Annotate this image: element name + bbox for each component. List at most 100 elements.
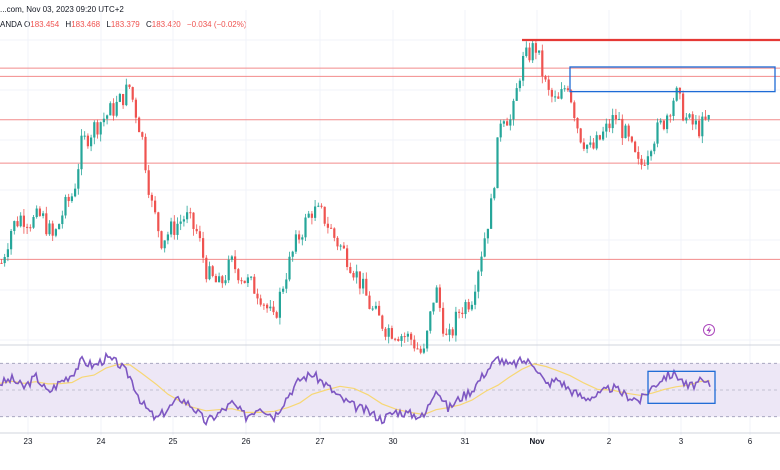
candle-body-184	[589, 142, 592, 145]
candle-body-39	[125, 84, 128, 106]
candle-body-62	[198, 231, 201, 239]
candle-body-156	[499, 123, 502, 138]
candle-body-115	[368, 295, 371, 309]
resistance-zone-box	[569, 66, 776, 93]
drawing-objects[interactable]	[522, 38, 780, 93]
candle-body-169	[541, 50, 544, 77]
candle-body-141	[451, 329, 454, 336]
candle-body-60	[192, 212, 195, 229]
candle-body-29	[93, 122, 96, 138]
candle-body-67	[214, 275, 217, 283]
candle-body-66	[211, 266, 214, 276]
candle-body-116	[371, 308, 374, 310]
x-axis: 23 24 25 26 27 30 31 Nov 2 3 6	[0, 432, 780, 446]
candle-body-83	[266, 304, 269, 309]
candle-body-179	[573, 102, 576, 118]
candle-body-59	[189, 212, 192, 214]
candle-body-117	[374, 305, 377, 309]
candle-body-215	[688, 114, 691, 118]
candle-body-183	[586, 144, 589, 149]
x-tick-label-6: 31	[461, 437, 470, 446]
candle-body-148	[474, 291, 477, 305]
candle-body-133	[426, 330, 429, 349]
candle-body-95	[304, 217, 307, 238]
candle-body-158	[506, 121, 509, 126]
candle-body-9	[29, 227, 32, 229]
candle-body-155	[496, 137, 499, 189]
candle-body-6	[19, 215, 22, 227]
candle-body-153	[490, 198, 493, 229]
candle-body-100	[320, 205, 323, 207]
candle-body-149	[477, 271, 480, 292]
candle-body-16	[51, 223, 54, 236]
candle-body-205	[656, 122, 659, 144]
x-tick-label-8: 2	[607, 437, 612, 446]
x-tick-label-1: 24	[97, 437, 106, 446]
candle-body-85	[272, 306, 275, 313]
candle-body-122	[390, 328, 393, 339]
candle-body-194	[621, 118, 624, 139]
candle-body-101	[323, 206, 326, 224]
rsi-moving-average-line	[0, 363, 711, 416]
candle-body-192	[614, 115, 617, 120]
candle-body-41	[131, 87, 134, 100]
ohlc-open-value: 183.454	[30, 20, 60, 29]
candle-body-203	[650, 151, 653, 157]
candle-body-188	[602, 131, 605, 140]
ohlc-low-value: 183.379	[110, 20, 140, 29]
candle-body-106	[339, 245, 342, 247]
candle-body-49	[157, 212, 160, 232]
candle-body-89	[285, 279, 288, 289]
candle-body-175	[560, 89, 563, 99]
candle-body-214	[685, 117, 688, 121]
candle-body-44	[141, 132, 144, 137]
candle-body-19	[61, 215, 64, 225]
candle-body-91	[291, 251, 294, 257]
ohlc-change: −0.034 (−0.02%)	[186, 20, 247, 29]
candle-body-69	[221, 276, 224, 284]
candle-body-81	[259, 298, 262, 305]
candle-body-147	[470, 304, 473, 310]
candle-body-56	[179, 221, 182, 224]
candle-body-88	[282, 288, 285, 292]
rsi-line	[0, 351, 711, 426]
candle-body-125	[400, 336, 403, 341]
candle-body-218	[698, 120, 701, 137]
candle-body-171	[547, 79, 550, 90]
rsi-panel	[0, 351, 780, 426]
candle-body-86	[275, 312, 278, 318]
candle-body-150	[480, 256, 483, 272]
candle-body-167	[534, 43, 537, 53]
candle-body-22	[70, 196, 73, 202]
candle-body-17	[54, 229, 57, 236]
lightning-icon-bolt	[706, 326, 712, 335]
candle-body-32	[102, 118, 105, 123]
candle-body-82	[262, 304, 265, 306]
candle-body-151	[483, 238, 486, 257]
candle-body-45	[144, 136, 147, 171]
candle-body-191	[611, 115, 614, 129]
candle-body-185	[592, 142, 595, 149]
candle-body-61	[195, 228, 198, 232]
candle-body-24	[77, 169, 80, 189]
candle-body-26	[83, 135, 86, 137]
lightning-icon[interactable]	[703, 324, 715, 336]
candle-body-96	[307, 213, 310, 218]
candle-body-112	[358, 271, 361, 289]
candle-body-121	[387, 328, 390, 337]
candle-body-130	[416, 348, 419, 350]
candle-body-118	[378, 305, 381, 316]
candle-body-35	[112, 103, 115, 116]
candle-body-213	[682, 93, 685, 121]
symbol-prefix: ANDA	[0, 20, 22, 29]
candle-body-107	[342, 245, 345, 249]
x-tick-label-9: 3	[679, 437, 684, 446]
candle-body-33	[106, 115, 109, 119]
candle-body-53	[170, 221, 173, 235]
candle-body-161	[515, 88, 518, 101]
ohlc-close-value: 183.420	[151, 20, 181, 29]
candle-body-63	[202, 238, 205, 258]
candle-body-119	[381, 315, 384, 329]
